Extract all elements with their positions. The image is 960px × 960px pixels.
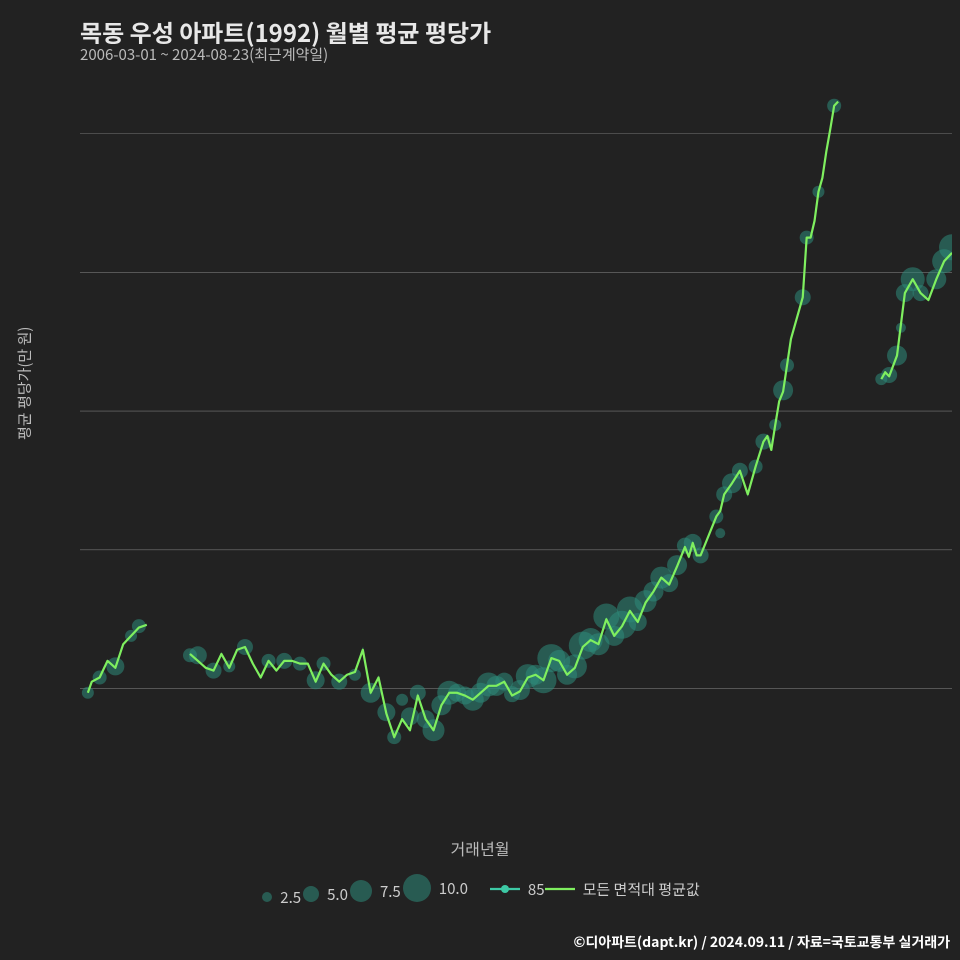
legend-size-item: 7.5 (348, 878, 401, 904)
legend-sizes: 2.55.07.510.0 (260, 872, 468, 909)
legend-series: 85모든 면적대 평균값 (490, 879, 700, 903)
y-gridlines (80, 134, 952, 689)
chart-container: { "title": "목동 우성 아파트(1992) 월별 평균 평당가", … (0, 0, 960, 960)
line-series-85 (88, 102, 952, 738)
legend-size-item: 5.0 (301, 884, 348, 905)
line-series-avg (88, 102, 952, 738)
x-axis-label: 거래년월 (0, 836, 960, 860)
legend-series-item: 85 (490, 879, 545, 900)
footer-credit: ©디아파트(dapt.kr) / 2024.09.11 / 자료=국토교통부 실… (573, 932, 950, 952)
chart-subtitle: 2006-03-01 ~ 2024-08-23(최근계약일) (80, 44, 328, 65)
scatter-series-85 (82, 99, 952, 744)
legend-size-item: 2.5 (260, 887, 301, 908)
legend-series-item: 모든 면적대 평균값 (545, 879, 700, 900)
legend-size-item: 10.0 (401, 872, 468, 904)
legend: 2.55.07.510.0 85모든 면적대 평균값 (0, 872, 960, 909)
plot-area: 20003000400050006000 2006012006072007012… (80, 78, 952, 758)
y-axis-label: 평균 평당가(만 원) (14, 327, 35, 440)
